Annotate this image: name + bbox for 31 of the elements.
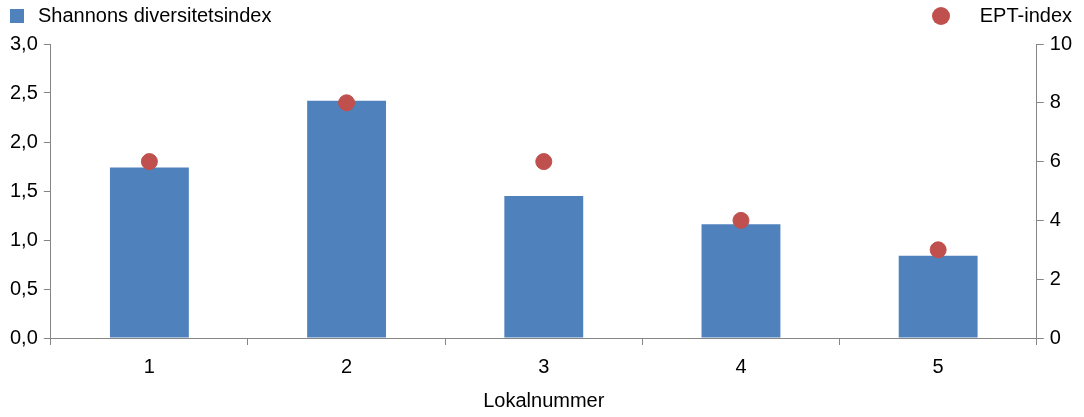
point [338, 94, 356, 112]
x-tick-label: 2 [341, 354, 353, 377]
y2-tick-label: 10 [1049, 31, 1072, 54]
point [929, 241, 947, 259]
y2-tick-label: 2 [1049, 266, 1061, 289]
y-tick-label: 3,0 [9, 31, 38, 54]
x-tick-label: 3 [538, 354, 550, 377]
y2-tick-label: 8 [1049, 90, 1061, 113]
x-tick-label: 4 [735, 354, 747, 377]
legend-label: EPT-index [979, 4, 1072, 27]
bar [898, 255, 978, 338]
bar [307, 100, 387, 338]
y-tick-label: 0,5 [9, 276, 38, 299]
point [535, 153, 553, 171]
bar [701, 224, 781, 338]
y-tick-label: 2,0 [9, 129, 38, 152]
y2-tick-label: 6 [1049, 149, 1061, 172]
legend-label: Shannons diversitetsindex [38, 4, 272, 27]
y-tick-label: 0,0 [9, 325, 38, 348]
x-tick-label: 1 [143, 354, 155, 377]
y-tick-label: 2,5 [9, 80, 38, 103]
x-axis-title: Lokalnummer [483, 388, 605, 411]
y2-tick-label: 0 [1049, 325, 1061, 348]
bar [504, 195, 584, 338]
x-tick-label: 5 [932, 354, 944, 377]
y2-tick-label: 4 [1049, 207, 1061, 230]
y-tick-label: 1,5 [9, 178, 38, 201]
y-tick-label: 1,0 [9, 227, 38, 250]
point [732, 211, 750, 229]
bar [109, 167, 189, 338]
point [140, 153, 158, 171]
